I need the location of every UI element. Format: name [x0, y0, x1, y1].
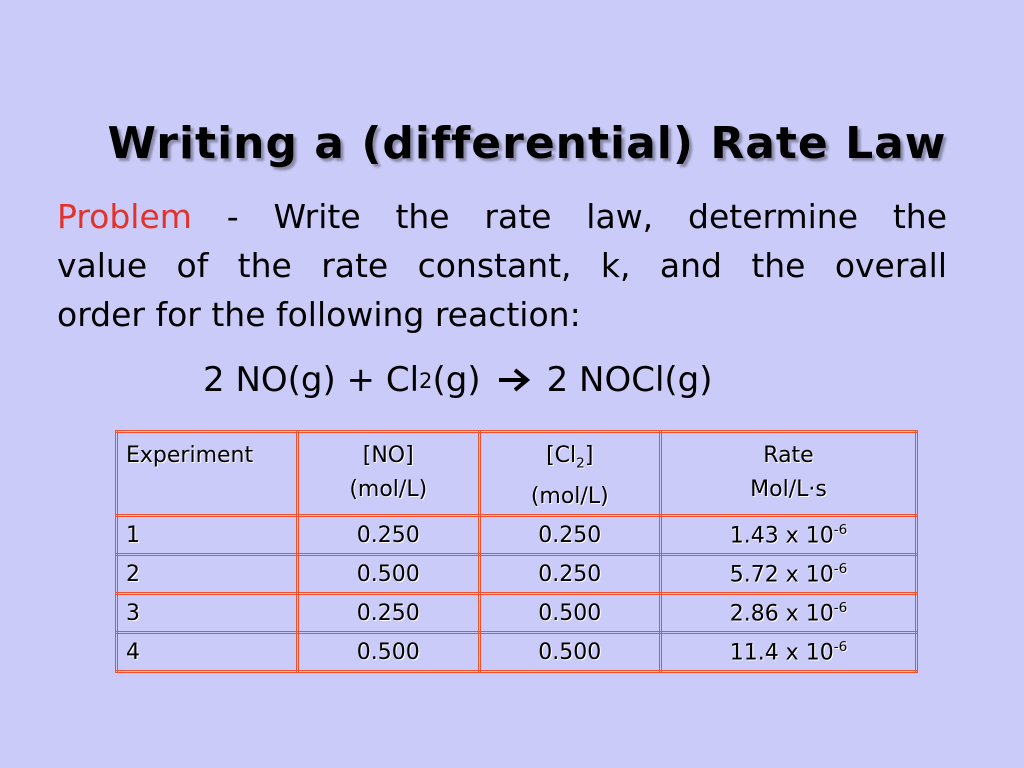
table-row: 4 0.500 0.500 11.4 x 10-6 [115, 631, 918, 674]
cell-text: 0.250 [356, 600, 420, 626]
rate-base: 11.4 x 10 [729, 640, 834, 666]
header-text: [Cl2] [489, 439, 652, 480]
table-cell: 0.500 [296, 553, 481, 596]
equation-right: 2 NOCl(g) [546, 360, 713, 400]
table-cell: 0.250 [477, 514, 662, 557]
table-cell: 0.250 [296, 592, 481, 635]
data-table: Experiment [NO] (mol/L) [Cl2] (mol/L) Rate… [115, 429, 918, 674]
cell-text: 0.500 [538, 600, 602, 626]
header-row: Experiment [NO] (mol/L) [Cl2] (mol/L) Rate… [115, 429, 918, 518]
header-text: (mol/L) [349, 477, 428, 502]
header-text: Experiment [126, 443, 254, 468]
rate-base: 1.43 x 10 [729, 523, 834, 549]
header-cell: [NO] (mol/L) [296, 429, 481, 518]
rate-exponent: -6 [833, 639, 848, 656]
header-cell: [Cl2] (mol/L) [477, 429, 662, 518]
arrow [498, 368, 530, 392]
subscript: 2 [576, 455, 585, 472]
table-cell: 2.86 x 10-6 [659, 592, 918, 635]
header-text: (mol/L) [530, 484, 609, 510]
title: Writing a (differential) Rate Law [107, 118, 947, 169]
table-cell: 1 [115, 514, 299, 557]
cell-text: 0.250 [356, 522, 420, 548]
header-part: [Cl [546, 443, 577, 468]
header-cell: Rate Mol/L·s [659, 429, 918, 518]
cell-text: 4 [126, 639, 140, 665]
rate-base: 2.86 x 10 [729, 601, 834, 627]
header-text: Mol/L·s [750, 477, 827, 502]
cell-text: 0.250 [538, 522, 602, 548]
cell-text: 0.500 [538, 639, 602, 665]
rate-exponent: -6 [833, 561, 848, 578]
equation-left: 2 NO(g) + Cl [203, 360, 420, 400]
cell-text: 0.500 [356, 561, 420, 587]
table-cell: 2 [115, 553, 299, 596]
problem-label: Problem [57, 197, 192, 236]
cell-text: 3 [126, 600, 140, 626]
header-cell: Experiment [115, 429, 299, 518]
table-row: 1 0.250 0.250 1.43 x 10-6 [115, 514, 918, 557]
cell-text: 0.250 [538, 561, 602, 587]
rate-exponent: -6 [833, 522, 848, 539]
rate-exponent: -6 [833, 600, 848, 617]
table-row: 2 0.500 0.250 5.72 x 10-6 [115, 553, 918, 596]
cell-text: 0.500 [356, 639, 420, 665]
table-cell: 4 [115, 631, 299, 674]
header-text: [NO] [362, 443, 414, 468]
problem-text: Problem - Write the rate law, determine … [57, 192, 947, 339]
table-cell: 0.500 [477, 631, 662, 674]
table-cell: 3 [115, 592, 299, 635]
header-text: Rate [763, 443, 814, 468]
table-cell: 5.72 x 10-6 [659, 553, 918, 596]
table-cell: 0.250 [477, 553, 662, 596]
problem-line-text: - Write the rate law, determine the [191, 197, 947, 236]
problem-line: value of the rate constant, k, and the o… [57, 246, 947, 285]
table-cell: 1.43 x 10-6 [659, 514, 918, 557]
cell-text: 2 [126, 561, 140, 587]
equation: 2 NO(g) + Cl 2 (g) 2 NOCl(g) [203, 360, 713, 400]
problem-line: Problem - Write the rate law, determine … [57, 192, 947, 241]
table-row: 3 0.250 0.500 2.86 x 10-6 [115, 592, 918, 635]
subscript: 2 [419, 367, 433, 393]
problem-line: order for the following reaction: [57, 295, 581, 334]
table-cell: 11.4 x 10-6 [659, 631, 918, 674]
table-cell: 0.500 [477, 592, 662, 635]
table-cell: 0.250 [296, 514, 481, 557]
rate-base: 5.72 x 10 [729, 562, 834, 588]
equation-left-end: (g) [432, 360, 481, 400]
cell-text: 1 [126, 522, 140, 548]
table-cell: 0.500 [296, 631, 481, 674]
header-part: ] [584, 443, 594, 468]
